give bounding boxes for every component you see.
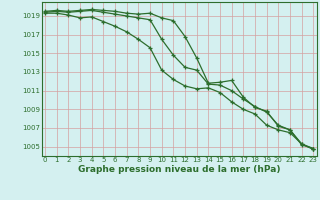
X-axis label: Graphe pression niveau de la mer (hPa): Graphe pression niveau de la mer (hPa) xyxy=(78,165,280,174)
